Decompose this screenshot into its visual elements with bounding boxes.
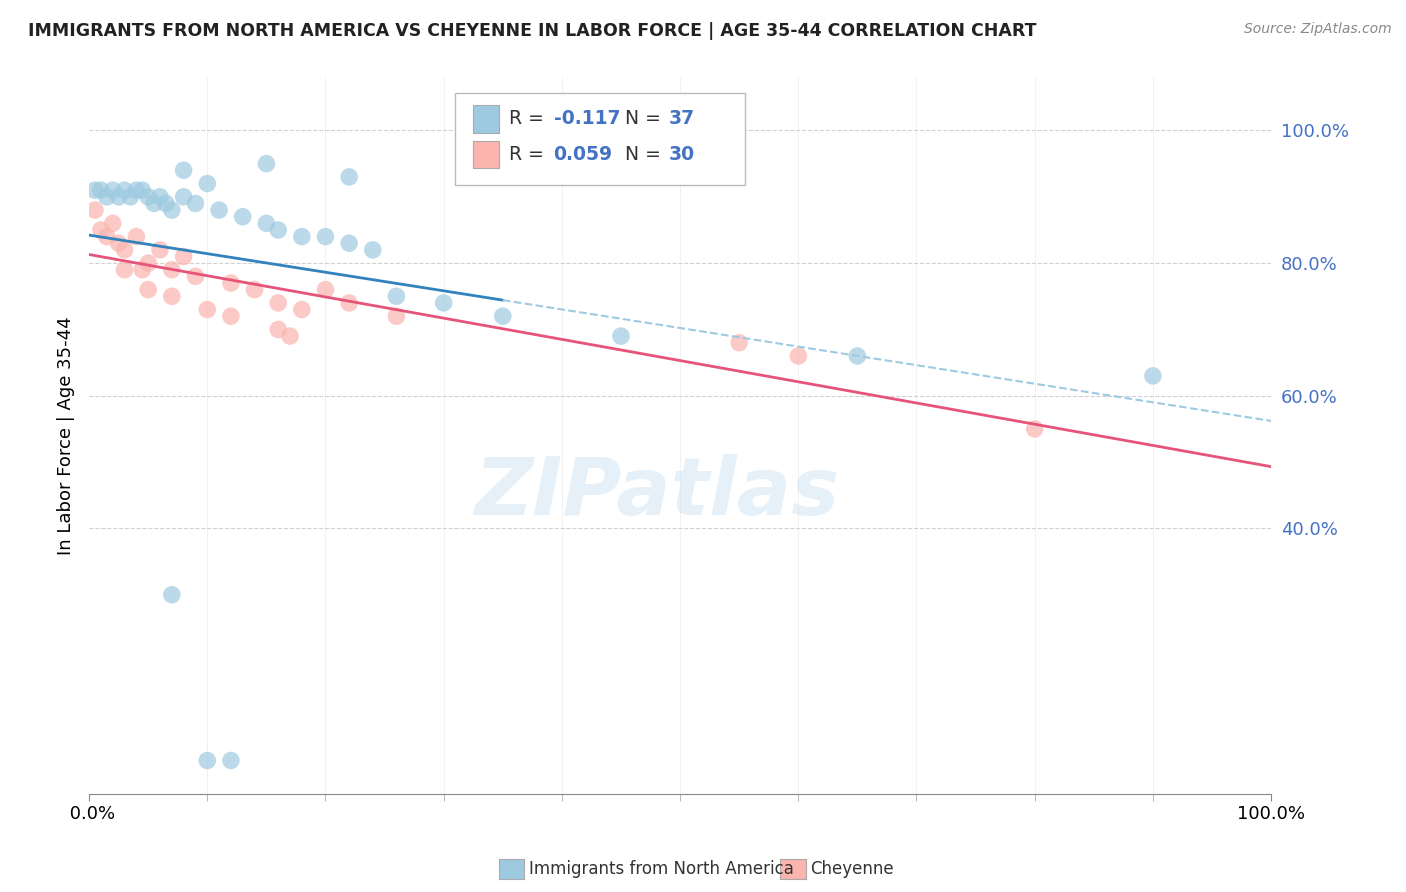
Point — [219, 309, 242, 323]
Point — [125, 229, 148, 244]
Text: 37: 37 — [668, 110, 695, 128]
Point — [291, 229, 314, 244]
Point — [136, 256, 159, 270]
Point — [314, 283, 336, 297]
Point — [267, 296, 290, 310]
Point — [173, 163, 195, 178]
Point — [291, 302, 314, 317]
Point — [149, 190, 172, 204]
Point — [846, 349, 869, 363]
Text: Cheyenne: Cheyenne — [810, 860, 893, 878]
Point — [114, 183, 136, 197]
Point — [433, 296, 456, 310]
Point — [337, 236, 360, 251]
Point — [96, 229, 118, 244]
Text: 0.059: 0.059 — [554, 145, 613, 164]
FancyBboxPatch shape — [456, 93, 745, 185]
Point — [219, 276, 242, 290]
Point — [173, 250, 195, 264]
Point — [184, 269, 207, 284]
FancyBboxPatch shape — [474, 105, 499, 133]
Text: N =: N = — [607, 145, 666, 164]
Point — [90, 223, 112, 237]
Point — [492, 309, 515, 323]
FancyBboxPatch shape — [474, 141, 499, 169]
Point — [90, 183, 112, 197]
Point — [101, 183, 124, 197]
Point — [267, 223, 290, 237]
Point — [314, 229, 336, 244]
Point — [107, 236, 129, 251]
Point — [184, 196, 207, 211]
Point — [101, 216, 124, 230]
Text: R =: R = — [509, 110, 550, 128]
Point — [160, 262, 183, 277]
Point — [728, 335, 751, 350]
Point — [361, 243, 384, 257]
Point — [385, 309, 408, 323]
Text: N =: N = — [607, 110, 666, 128]
Point — [208, 203, 231, 218]
Y-axis label: In Labor Force | Age 35-44: In Labor Force | Age 35-44 — [58, 317, 75, 555]
Point — [385, 289, 408, 303]
Point — [131, 183, 153, 197]
Point — [131, 262, 153, 277]
Point — [136, 190, 159, 204]
Point — [160, 203, 183, 218]
Point — [337, 169, 360, 184]
Point — [195, 177, 218, 191]
Point — [278, 329, 301, 343]
Text: IMMIGRANTS FROM NORTH AMERICA VS CHEYENNE IN LABOR FORCE | AGE 35-44 CORRELATION: IMMIGRANTS FROM NORTH AMERICA VS CHEYENN… — [28, 22, 1036, 40]
Text: 30: 30 — [668, 145, 695, 164]
Point — [84, 203, 107, 218]
Point — [114, 262, 136, 277]
Point — [107, 190, 129, 204]
Point — [96, 190, 118, 204]
Point — [267, 322, 290, 336]
Point — [254, 156, 277, 170]
Point — [136, 283, 159, 297]
Text: Source: ZipAtlas.com: Source: ZipAtlas.com — [1244, 22, 1392, 37]
Point — [149, 243, 172, 257]
Point — [232, 210, 254, 224]
Point — [143, 196, 166, 211]
Point — [160, 289, 183, 303]
Point — [195, 302, 218, 317]
Point — [173, 190, 195, 204]
Point — [84, 183, 107, 197]
Point — [219, 754, 242, 768]
Point — [114, 243, 136, 257]
Point — [787, 349, 810, 363]
Point — [125, 183, 148, 197]
Point — [1142, 368, 1164, 383]
Text: -0.117: -0.117 — [554, 110, 620, 128]
Text: ZIPatlas: ZIPatlas — [474, 454, 839, 532]
Point — [337, 296, 360, 310]
Text: R =: R = — [509, 145, 550, 164]
Point — [120, 190, 142, 204]
Text: Immigrants from North America: Immigrants from North America — [529, 860, 793, 878]
Point — [254, 216, 277, 230]
Point — [155, 196, 177, 211]
Point — [243, 283, 266, 297]
Point — [195, 754, 218, 768]
Point — [160, 588, 183, 602]
Point — [1024, 422, 1046, 436]
Point — [610, 329, 633, 343]
